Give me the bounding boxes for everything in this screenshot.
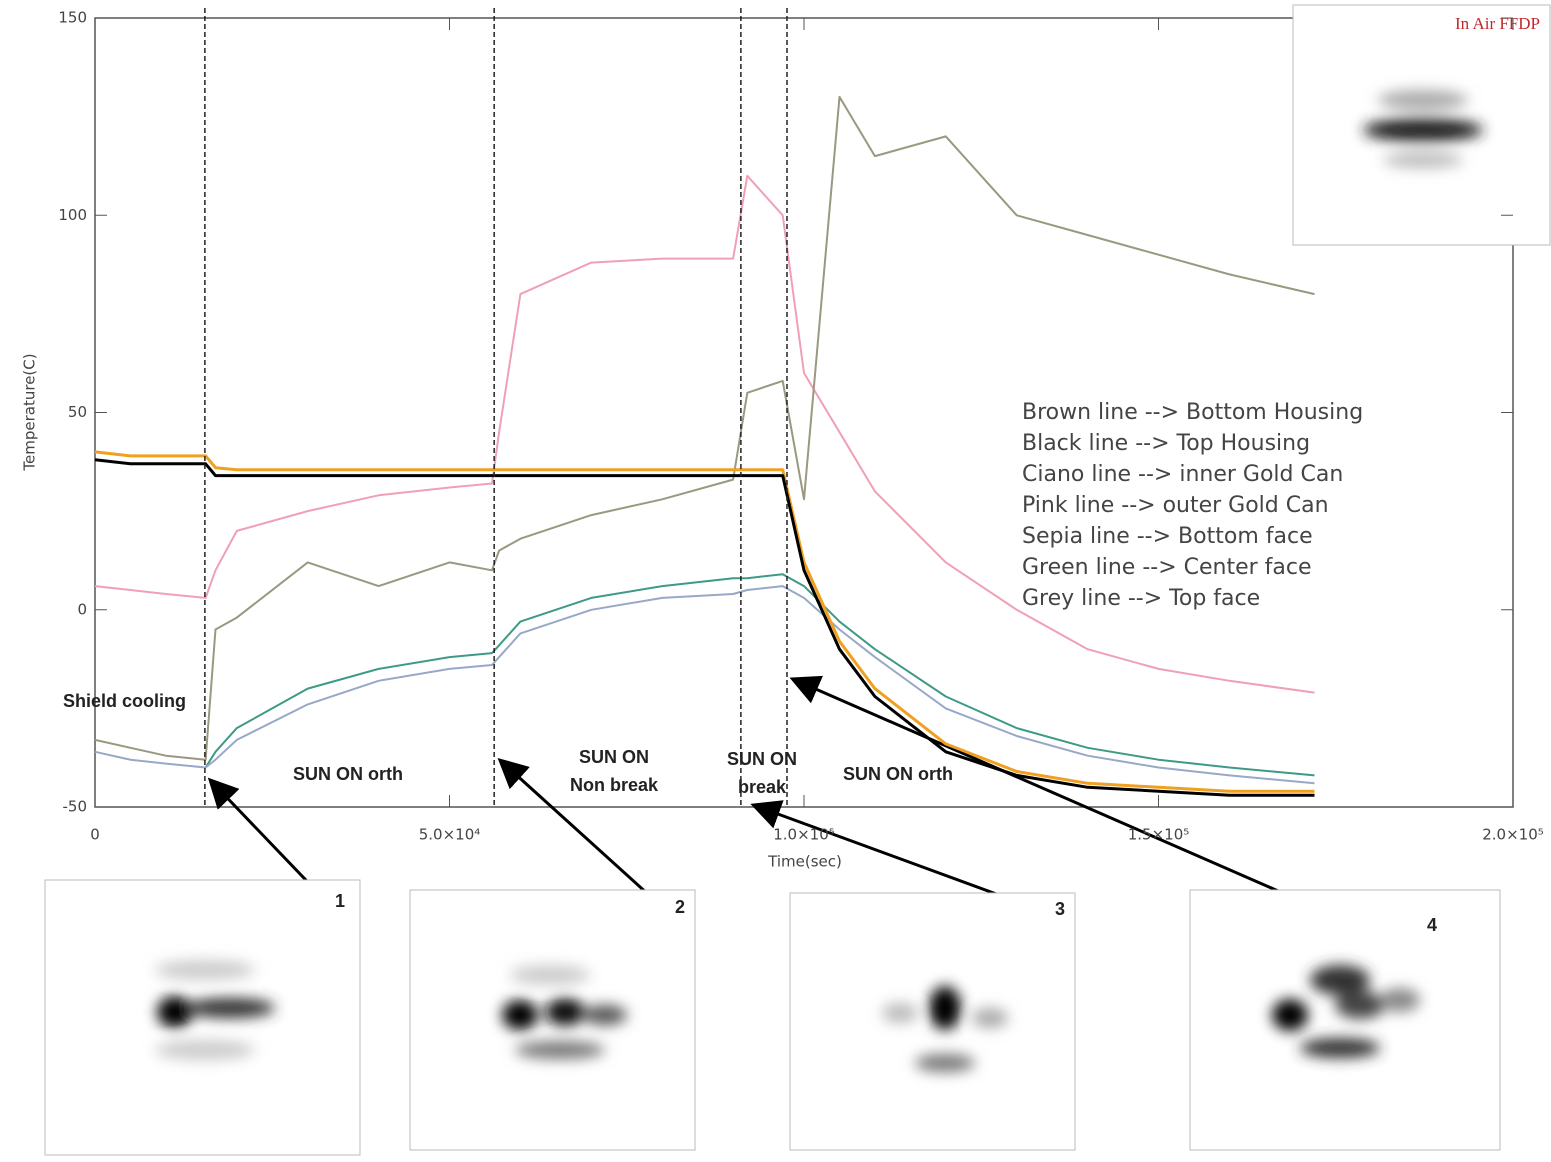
y-tick-label: -50 — [63, 798, 88, 816]
legend-entry: Green line --> Center face — [1022, 555, 1312, 580]
annotation: SUN ON orth — [293, 764, 403, 784]
x-tick-label: 1.0×10⁵ — [773, 826, 835, 844]
x-tick-label: 1.5×10⁵ — [1128, 826, 1190, 844]
annotation: break — [738, 777, 787, 797]
legend-entry: Sepia line --> Bottom face — [1022, 524, 1313, 549]
x-tick-label: 5.0×10⁴ — [419, 826, 481, 844]
inset-number: 4 — [1427, 915, 1437, 935]
annotation: Shield cooling — [63, 691, 186, 711]
inset-number: 2 — [675, 897, 685, 917]
x-axis-label: Time(sec) — [767, 853, 842, 871]
annotation: SUN ON orth — [843, 764, 953, 784]
x-tick-label: 2.0×10⁵ — [1482, 826, 1544, 844]
legend-entry: Ciano line --> inner Gold Can — [1022, 462, 1343, 487]
annotation: SUN ON — [727, 749, 797, 769]
inset-images — [45, 5, 1550, 1155]
inset-number: 3 — [1055, 899, 1065, 919]
series-line — [95, 586, 1315, 783]
y-tick-label: 150 — [58, 9, 87, 27]
legend-entry: Grey line --> Top face — [1022, 586, 1260, 611]
x-tick-label: 0 — [90, 826, 100, 844]
y-tick-label: 50 — [68, 403, 87, 421]
annotation: Non break — [570, 775, 659, 795]
legend-entry: Brown line --> Bottom Housing — [1022, 400, 1363, 425]
series-line — [95, 97, 1315, 760]
arrows — [212, 680, 1340, 918]
inset-title: In Air FFDP — [1455, 14, 1540, 33]
chart: Time(sec) Temperature(C) In Air FFDP -50… — [0, 0, 1551, 1162]
legend-entry: Black line --> Top Housing — [1022, 431, 1310, 456]
y-tick-label: 0 — [77, 600, 87, 618]
y-tick-label: 100 — [58, 206, 87, 224]
annotation: SUN ON — [579, 747, 649, 767]
y-axis-label: Temperature(C) — [21, 353, 39, 471]
legend-entry: Pink line --> outer Gold Can — [1022, 493, 1329, 518]
inset-number: 1 — [335, 891, 345, 911]
